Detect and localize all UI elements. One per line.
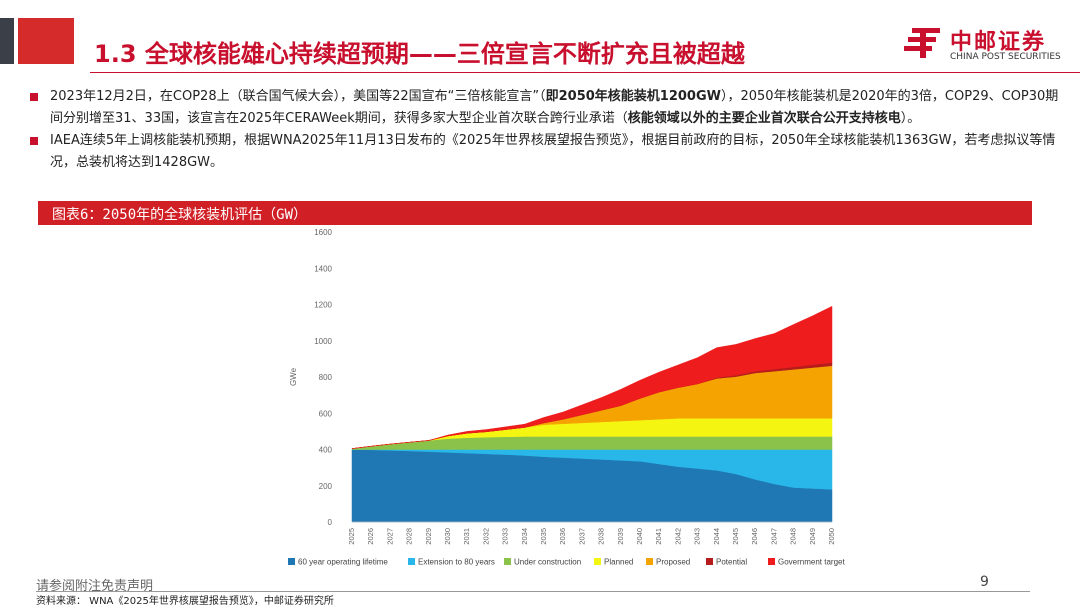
- x-tick-label: 2039: [616, 528, 625, 545]
- x-tick-label: 2028: [405, 528, 414, 545]
- y-tick-label: 600: [319, 409, 333, 418]
- y-tick-label: 400: [319, 446, 333, 455]
- y-tick-label: 1200: [314, 301, 332, 310]
- legend-label: Under construction: [514, 558, 581, 567]
- stacked-area-chart: 0 200 400 600 800 1000 1200 1400 1600 GWe 2025 2026…: [288, 228, 845, 567]
- y-tick-label: 1600: [314, 228, 332, 237]
- y-tick-label: 0: [328, 518, 333, 527]
- company-logo: 中邮证券 CHINA POST SECURITIES: [904, 22, 1074, 66]
- china-post-logo-icon: [904, 28, 940, 58]
- disclaimer-text[interactable]: 请参阅附注免责声明: [36, 579, 154, 594]
- x-tick-label: 2030: [443, 528, 452, 545]
- area-series: [351, 305, 833, 449]
- bullet-text: ），2050年核能装机是2020年的3倍，COP29、COP30期间分别增至31…: [50, 89, 1059, 126]
- legend-swatch: [594, 558, 601, 565]
- x-tick-label: 2027: [385, 528, 394, 545]
- x-tick-label: 2042: [673, 528, 682, 545]
- legend-swatch: [288, 558, 295, 565]
- legend-label: Government target: [778, 558, 845, 567]
- y-tick-label: 800: [319, 373, 333, 382]
- bullet-item: IAEA连续5年上调核能装机预期，根据WNA2025年11月13日发布的《202…: [30, 130, 1060, 174]
- figure-title: 图表6：2050年的全球核装机评估（GW）: [52, 207, 308, 223]
- page-number: 9: [980, 574, 989, 590]
- figure-title-bar: 图表6：2050年的全球核装机评估（GW）: [38, 201, 1032, 225]
- x-tick-label: 2045: [731, 528, 740, 545]
- y-tick-label: 1400: [314, 264, 332, 273]
- x-tick-label: 2032: [481, 528, 490, 545]
- x-tick-label: 2029: [424, 528, 433, 545]
- logo-chinese-name: 中邮证券: [950, 30, 1047, 55]
- bullet-list: 2023年12月2日，在COP28上（联合国气候大会），美国等22国宣布“三倍核…: [30, 86, 1060, 174]
- x-tick-label: 2038: [597, 528, 606, 545]
- x-tick-label: 2026: [366, 528, 375, 545]
- bullet-text: ）。: [900, 111, 921, 126]
- bullet-text: IAEA连续5年上调核能装机预期，根据WNA2025年11月13日发布的《202…: [50, 133, 1056, 170]
- x-tick-label: 2044: [712, 528, 721, 545]
- x-tick-label: 2033: [501, 528, 510, 545]
- x-tick-label: 2034: [520, 528, 529, 545]
- bullet-item: 2023年12月2日，在COP28上（联合国气候大会），美国等22国宣布“三倍核…: [30, 86, 1060, 130]
- x-tick-label: 2041: [654, 528, 663, 545]
- bullet-bold-text: 即2050年核能装机1200GW: [545, 89, 721, 104]
- legend-label: Proposed: [656, 558, 690, 567]
- legend-swatch: [706, 558, 713, 565]
- bullet-square-icon: [30, 93, 38, 101]
- x-tick-label: 2043: [693, 528, 702, 545]
- header-accent-red: [18, 18, 74, 64]
- page-title: 1.3 全球核能雄心持续超预期——三倍宣言不断扩充且被超越: [94, 40, 745, 68]
- x-tick-label: 2047: [769, 528, 778, 545]
- legend-label: Extension to 80 years: [418, 558, 495, 567]
- y-axis-label: GWe: [289, 367, 298, 386]
- x-tick-label: 2025: [347, 528, 356, 545]
- x-tick-label: 2046: [750, 528, 759, 545]
- x-tick-label: 2036: [558, 528, 567, 545]
- bullet-bold-text: 核能领域以外的主要企业首次联合公开支持核电: [627, 111, 901, 126]
- x-tick-label: 2048: [789, 528, 798, 545]
- source-text: 资料来源： WNA《2025年世界核展望报告预览》，中邮证券研究所: [36, 596, 334, 607]
- footer-divider: [36, 591, 1030, 592]
- legend-label: Potential: [716, 558, 747, 567]
- legend-label: Planned: [604, 558, 633, 567]
- bullet-text: 2023年12月2日，在COP28上（联合国气候大会），美国等22国宣布“三倍核…: [50, 89, 546, 104]
- x-tick-label: 2049: [808, 528, 817, 545]
- x-tick-label: 2050: [827, 528, 836, 545]
- logo-english-name: CHINA POST SECURITIES: [950, 52, 1061, 62]
- x-tick-label: 2040: [635, 528, 644, 545]
- header-accent-dark: [0, 18, 14, 64]
- legend-swatch: [408, 558, 415, 565]
- bullet-square-icon: [30, 137, 38, 145]
- y-tick-label: 200: [319, 482, 333, 491]
- title-divider: [90, 72, 1080, 73]
- legend-swatch: [504, 558, 511, 565]
- legend-swatch: [768, 558, 775, 565]
- y-tick-label: 1000: [314, 337, 332, 346]
- legend-label: 60 year operating lifetime: [298, 558, 388, 567]
- area-series: [351, 436, 833, 450]
- legend-swatch: [646, 558, 653, 565]
- x-tick-label: 2035: [539, 528, 548, 545]
- x-tick-label: 2031: [462, 528, 471, 545]
- x-tick-label: 2037: [577, 528, 586, 545]
